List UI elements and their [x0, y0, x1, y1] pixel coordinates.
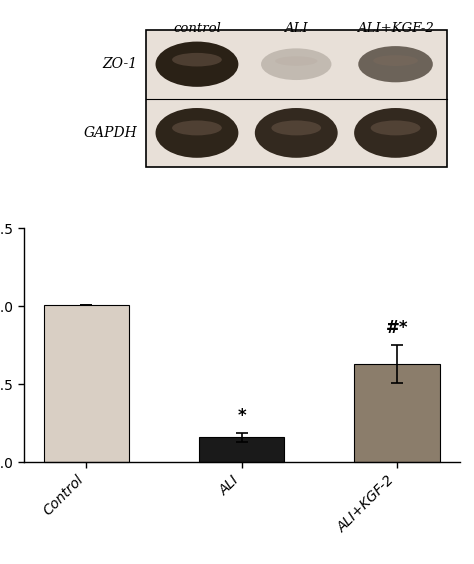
- Bar: [199, 438, 284, 462]
- FancyBboxPatch shape: [146, 30, 447, 168]
- Text: ALI+KGF-2: ALI+KGF-2: [357, 22, 434, 35]
- Ellipse shape: [272, 121, 321, 135]
- Ellipse shape: [172, 121, 222, 135]
- Ellipse shape: [373, 55, 418, 66]
- Ellipse shape: [371, 121, 420, 135]
- Ellipse shape: [358, 46, 433, 82]
- Text: *: *: [237, 407, 246, 425]
- Text: #*: #*: [386, 319, 409, 337]
- Bar: [355, 364, 440, 462]
- Ellipse shape: [155, 108, 238, 158]
- Text: ZO-1: ZO-1: [102, 57, 137, 71]
- Bar: [44, 305, 129, 462]
- Text: GAPDH: GAPDH: [83, 126, 137, 140]
- Ellipse shape: [275, 56, 318, 66]
- Ellipse shape: [172, 53, 222, 67]
- Text: ALI: ALI: [284, 22, 308, 35]
- Ellipse shape: [261, 49, 331, 80]
- Ellipse shape: [155, 42, 238, 87]
- Text: control: control: [173, 22, 221, 35]
- Ellipse shape: [354, 108, 437, 158]
- Ellipse shape: [255, 108, 337, 158]
